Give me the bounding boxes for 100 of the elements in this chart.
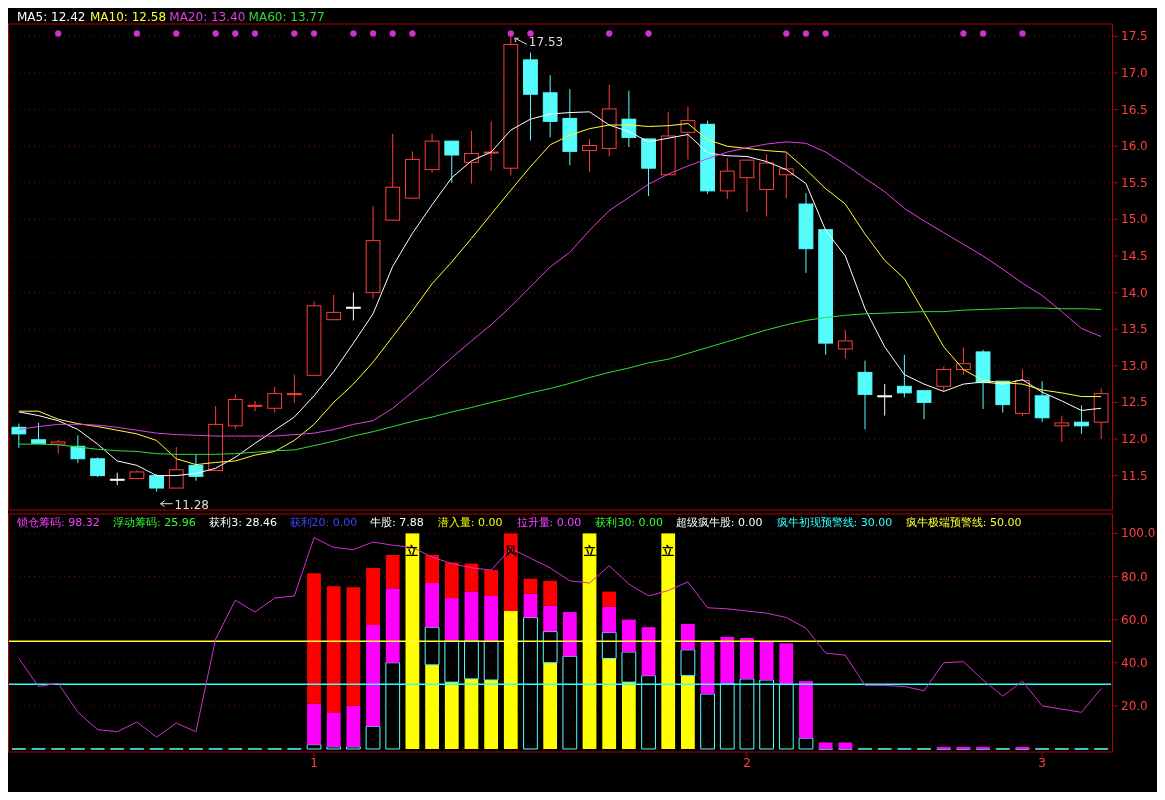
- bar: [818, 742, 833, 749]
- bar: [641, 675, 656, 750]
- y-tick-label: 14.5: [1121, 249, 1148, 264]
- bar: [621, 682, 636, 749]
- y-tick-label: 13.0: [1121, 358, 1148, 373]
- y-tick-label: 16.0: [1121, 139, 1148, 154]
- bar: [681, 675, 695, 749]
- candlestick: [896, 354, 912, 398]
- annotation: 拉升量: 0.00: [516, 516, 582, 529]
- annotation: 获利3: 28.46: [209, 516, 277, 529]
- bar: [345, 746, 361, 750]
- candlestick: [582, 138, 597, 173]
- x-tick-label: 1: [310, 756, 318, 770]
- y-tick-label: 13.5: [1121, 322, 1148, 337]
- candlestick: [837, 329, 853, 359]
- bar: [385, 554, 400, 589]
- ref-line-label: 疯牛初现预警线: 30.00: [776, 516, 893, 529]
- bar: [582, 533, 597, 749]
- bar: [366, 567, 380, 626]
- text: MA20: 13.40: [169, 10, 246, 24]
- y-tick-label: 12.5: [1121, 395, 1148, 410]
- candlestick: [719, 157, 735, 200]
- bar: [464, 591, 479, 641]
- candlestick: [286, 374, 302, 403]
- bar: [602, 658, 617, 749]
- candlestick: [739, 159, 755, 213]
- x-tick-label: 2: [743, 756, 751, 770]
- bar: [641, 627, 656, 676]
- annotation: 潜入量: 0.00: [437, 516, 503, 529]
- candlestick: [483, 120, 499, 172]
- bar: [720, 636, 735, 684]
- annotation: 锁仓筹码: 98.32: [16, 516, 100, 529]
- ref-line-label: 疯牛极端预警线: 50.00: [905, 516, 1022, 529]
- annotation: 风: [503, 544, 517, 559]
- bar: [424, 626, 440, 666]
- bar: [759, 641, 774, 680]
- bar: [385, 662, 401, 750]
- text: MA5: 12.42: [17, 10, 86, 24]
- bar: [602, 606, 617, 633]
- bar: [444, 562, 459, 599]
- bar: [719, 682, 735, 750]
- bar: [444, 682, 459, 749]
- y-tick-label: 15.5: [1121, 175, 1148, 190]
- y-tick-label: 12.0: [1121, 432, 1148, 446]
- bar: [778, 683, 794, 750]
- bar: [503, 533, 518, 612]
- y-tick-label: 17.0: [1121, 66, 1148, 81]
- bar: [444, 639, 460, 683]
- y-tick-label: 20.0: [1121, 698, 1148, 713]
- bar: [326, 746, 342, 750]
- candlestick: [326, 294, 342, 321]
- bar: [621, 651, 637, 683]
- bar: [425, 664, 439, 749]
- bar: [838, 742, 853, 749]
- bar: [444, 598, 459, 641]
- annotation: 立: [661, 544, 675, 559]
- y-tick-label: 14.0: [1121, 285, 1148, 300]
- bar: [602, 591, 617, 607]
- text: MA10: 12.58: [90, 10, 167, 24]
- y-tick-label: 17.5: [1121, 29, 1148, 44]
- y-tick-label: 11.5: [1121, 468, 1148, 483]
- bar: [700, 641, 715, 695]
- bar: [562, 612, 577, 657]
- y-tick-label: 60.0: [1121, 612, 1148, 627]
- bar: [543, 605, 558, 632]
- annotation: 牛股: 7.88: [370, 516, 424, 529]
- bar: [542, 630, 558, 664]
- bar: [405, 533, 420, 749]
- annotation: 立: [405, 544, 419, 559]
- bar: [484, 595, 499, 642]
- bar: [326, 586, 341, 713]
- bar: [798, 737, 814, 750]
- bar: [621, 619, 636, 652]
- candlestick: [916, 390, 932, 420]
- annotation: 17.53: [528, 35, 564, 50]
- bar: [661, 533, 676, 749]
- candlestick: [444, 140, 460, 184]
- bar: [503, 611, 518, 749]
- bar: [366, 625, 380, 727]
- candlestick: [1054, 415, 1070, 443]
- y-tick-label: 16.5: [1121, 102, 1148, 117]
- candlestick: [936, 366, 952, 392]
- bar: [326, 712, 341, 747]
- candlestick: [1034, 380, 1050, 423]
- y-tick-label: 80.0: [1121, 569, 1148, 584]
- bar: [484, 680, 499, 749]
- bar: [464, 678, 479, 749]
- bar: [740, 637, 754, 679]
- bar: [562, 655, 578, 750]
- bar: [523, 593, 538, 618]
- candlestick: [247, 400, 263, 412]
- bar: [464, 563, 479, 592]
- candlestick: [345, 292, 361, 321]
- bar: [483, 640, 499, 681]
- y-tick-label: 100.0: [1121, 526, 1156, 541]
- candlestick: [464, 130, 479, 185]
- bar: [799, 681, 813, 739]
- bar: [739, 678, 755, 750]
- bar: [307, 703, 321, 745]
- bar: [425, 582, 439, 628]
